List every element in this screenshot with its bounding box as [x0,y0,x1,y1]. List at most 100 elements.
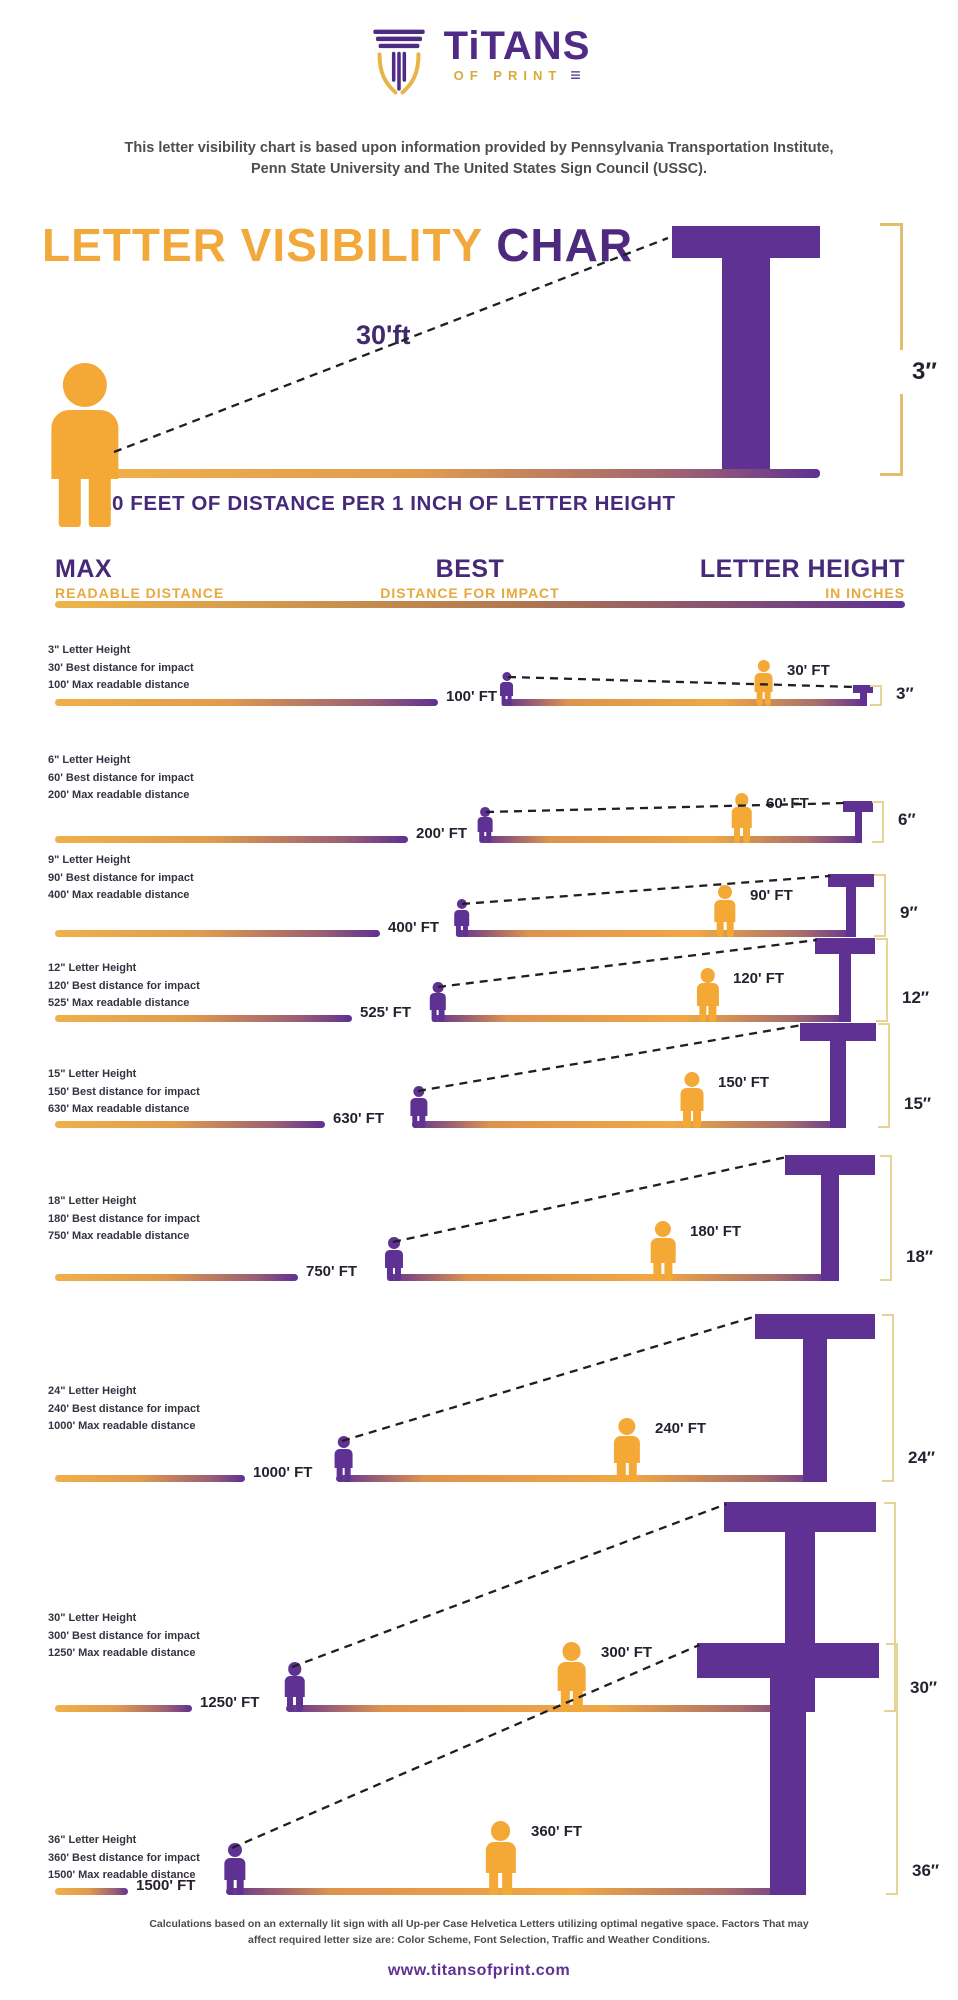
max-distance-label: 750' FT [306,1263,358,1280]
menu-lines-glyph: ≡ [570,65,581,85]
row-desc-max: 1250' Max readable distance [48,1647,196,1659]
max-distance-label: 1500' FT [136,1877,196,1894]
person-head [700,968,715,983]
person-leg [439,1009,445,1022]
person-leg [742,827,750,843]
max-distance-label: 400' FT [388,919,440,936]
brand-name: TiTANS [443,24,591,68]
row-desc-best: 180' Best distance for impact [48,1212,200,1225]
person-body [499,681,514,696]
viewer-person-max [332,1436,355,1482]
viewer-person-max [222,1843,248,1895]
height-bracket-top-cap [872,801,884,803]
max-distance-bar [55,1475,245,1482]
height-bracket-top-cap [884,1502,896,1504]
viewer-person-best [678,1072,706,1128]
person-legs [479,831,491,843]
viewer-person-max [428,982,448,1022]
height-bracket-bottom-cap [886,1893,898,1895]
best-distance-label: 300' FT [601,1644,653,1661]
letter-height-label: 3″ [896,683,914,703]
viewer-person-max [408,1086,429,1128]
viewer-person-best [611,1418,643,1482]
person-leg [708,1005,717,1022]
person-leg [628,1462,638,1482]
row-desc-height: 15" Letter Height [48,1068,137,1080]
height-bracket [894,1502,896,1712]
person-body [485,1842,516,1874]
person-leg [295,1696,303,1712]
column-height-subtitle: IN INCHES [825,585,905,601]
person-body [453,909,470,926]
viewer-person-max [452,899,471,937]
person-legs [716,920,734,937]
best-distance-label: 30' FT [787,662,830,679]
viewer-person-best [729,793,754,843]
height-bracket [892,1314,894,1482]
letter-height-label: 18″ [906,1247,934,1266]
height-bracket-bottom-cap [870,704,882,706]
column-max-title: MAX [55,555,113,583]
max-distance-bar [55,699,438,706]
best-distance-bar [336,1475,828,1482]
max-distance-bar [55,930,380,937]
person-leg [683,1110,691,1128]
viewer-person-max [498,672,515,706]
row-desc-height: 18" Letter Height [48,1195,137,1207]
person-leg [431,1009,437,1022]
column-height-title: LETTER HEIGHT [699,555,905,583]
person-leg [58,476,81,527]
person-head [501,672,512,682]
person-leg [502,1872,513,1895]
height-bracket-bottom-cap [878,1126,890,1128]
person-leg [764,691,771,706]
person-legs [683,1110,701,1128]
person-body [409,1097,428,1116]
person-leg [507,695,512,706]
viewer-person-best [752,660,775,706]
person-body [477,817,493,833]
height-bracket-bottom-cap [884,1710,896,1712]
row-desc-height: 30" Letter Height [48,1612,137,1624]
max-distance-label: 525' FT [360,1004,412,1021]
row-description: 3" Letter Height 30' Best distance for im… [48,642,194,695]
height-bracket [888,1023,890,1128]
viewer-person-max [383,1237,405,1281]
height-bracket-bottom-cap [872,841,884,843]
row-description: 30" Letter Height 300' Best distance for … [48,1610,200,1663]
website-link[interactable]: www.titansofprint.com [387,1962,571,1979]
person-leg [485,831,491,843]
best-distance-label: 240' FT [655,1420,707,1437]
height-bracket-top-cap [882,1314,894,1316]
titans-shield-icon [372,29,425,95]
row-desc-best: 30' Best distance for impact [48,661,194,674]
person-body [714,899,736,922]
best-distance-bar [226,1888,807,1895]
person-leg [488,1872,499,1895]
person-head [287,1662,302,1676]
person-legs [698,1005,717,1022]
person-leg [664,1262,673,1281]
row-description: 24" Letter Height 240' Best distance for … [48,1383,200,1436]
best-distance-label: 150' FT [718,1074,770,1091]
max-distance-label: 1000' FT [253,1464,313,1481]
viewer-person-best [712,885,738,937]
row-desc-max: 400' Max readable distance [48,889,190,901]
height-bracket-bottom-cap [874,935,886,937]
person-body [650,1238,676,1264]
best-distance-bar [480,836,862,843]
hero-bracket-upper [900,223,903,350]
best-distance-bar [387,1274,840,1281]
row-desc-best: 90' Best distance for impact [48,871,194,884]
max-distance-bar [55,1121,325,1128]
person-head [432,982,444,993]
person-leg [462,925,468,937]
person-leg [716,920,724,937]
person-head [654,1221,672,1238]
max-distance-bar [55,836,408,843]
